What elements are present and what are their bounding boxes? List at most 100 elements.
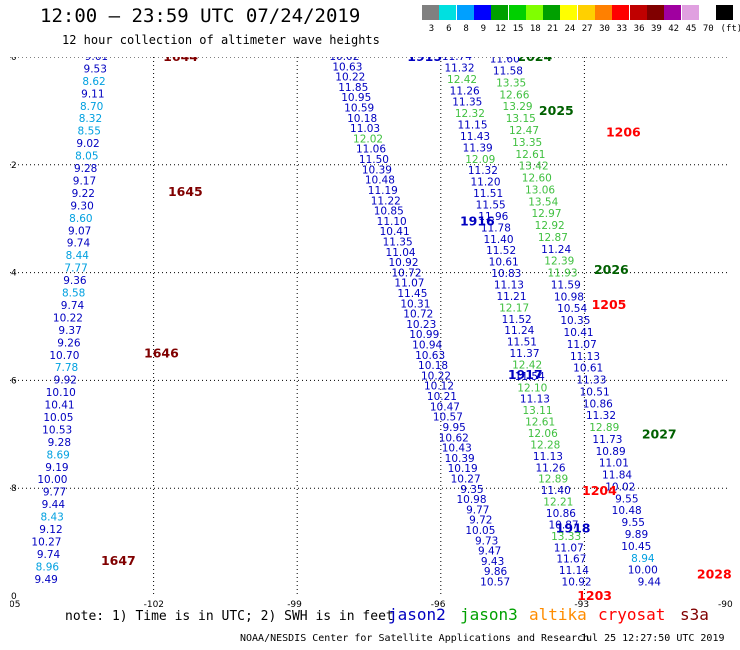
swh-value: 11.35 [452,97,482,109]
swh-value: 10.72 [391,267,421,279]
swh-value: 8.32 [79,113,102,125]
swh-value: 10.89 [596,446,626,458]
swh-value: 10.99 [409,329,439,341]
swh-value: 9.55 [622,517,645,529]
swh-value: 10.00 [37,474,67,486]
swh-value: 11.33 [576,375,606,387]
legend-swatch-label: 39 [650,24,662,34]
pass-time-label: 1644 [163,57,198,64]
lat-tick-label: -20 [10,592,17,602]
swh-value: 11.26 [536,462,566,474]
swh-value: 9.11 [81,88,104,100]
swh-value: 12.66 [499,89,529,101]
swh-value: 13.42 [519,161,549,173]
swh-value: 11.96 [478,211,508,223]
swh-value: 11.52 [486,245,516,257]
lon-tick-label: -96 [431,600,446,607]
legend-swatch [473,5,491,20]
swh-value: 9.02 [76,138,99,150]
swh-value: 12.32 [455,108,485,120]
swh-value: 9.86 [484,566,508,578]
swh-value: 12.42 [512,359,542,371]
swh-value: 8.94 [631,553,655,565]
swh-value: 13.15 [506,113,536,125]
swh-value: 11.10 [377,216,407,228]
pass-time-label: 1647 [101,553,136,568]
swh-value: 12.89 [589,422,619,434]
swh-value: 11.21 [496,291,526,303]
legend-swatch-label: 8 [463,24,469,34]
swh-value: 9.73 [475,535,498,547]
swh-value: 10.22 [335,72,365,84]
swh-value: 11.32 [444,62,474,74]
legend-swatch [612,5,630,20]
swh-value: 13.29 [503,101,533,113]
swh-value: 10.92 [562,577,592,589]
legend-swatch [577,5,595,20]
legend-unit: (ft) [720,24,740,34]
swh-value: 10.61 [489,257,519,269]
swh-value: 11.01 [599,458,629,470]
swh-value: 13.06 [525,184,555,196]
lat-tick-label: -18 [10,484,17,494]
swh-value: 9.07 [68,225,91,237]
swh-value: 11.19 [368,185,398,197]
swh-value: 11.13 [520,394,550,406]
legend-swatch [698,5,716,20]
legend-swatch [439,5,457,20]
swh-value: 8.05 [75,151,98,163]
swh-value: 7.77 [64,263,87,275]
swh-value: 10.31 [400,298,430,310]
swh-value: 11.07 [394,278,424,290]
legend-swatch-label: 36 [633,24,645,34]
swh-value: 11.22 [371,195,401,207]
swh-value: 11.37 [509,348,539,360]
swh-value: 10.41 [380,226,410,238]
swh-value: 10.63 [332,61,362,73]
swh-value: 9.44 [638,577,662,589]
swh-value: 10.02 [329,57,359,63]
swh-value: 11.93 [547,268,577,280]
lon-tick-label: -105 [10,600,20,607]
swh-value: 9.22 [72,188,95,200]
swh-value: 10.41 [564,327,594,339]
swh-value: 13.35 [512,137,542,149]
swh-value: 9.44 [42,499,66,511]
pass-time-label: 2024 [517,57,552,64]
swh-value: 9.72 [469,515,492,527]
lat-tick-label: -10 [10,57,17,63]
swh-value: 11.07 [567,339,597,351]
footer-credit: NOAA/NESDIS Center for Satellite Applica… [240,633,590,644]
swh-value: 11.74 [442,57,472,63]
swh-value: 13.11 [522,405,552,417]
swh-value: 9.77 [43,487,66,499]
lon-tick-label: -93 [574,600,589,607]
swh-value: 10.18 [347,113,377,125]
page-subtitle: 12 hour collection of altimeter wave hei… [62,33,380,47]
swh-value: 10.98 [554,291,584,303]
pass-time-label: 2028 [697,566,732,581]
swh-value: 11.78 [481,222,511,234]
page-title: 12:00 – 23:59 UTC 07/24/2019 [40,5,361,27]
legend-swatch [595,5,612,20]
pass-time-label: 2025 [539,103,574,118]
swh-value: 11.40 [541,485,571,497]
swh-value: 13.35 [496,77,526,89]
swh-value: 12.42 [447,74,477,86]
swh-value: 11.73 [592,434,622,446]
swh-value: 11.24 [504,325,534,337]
legend-swatch-label: 21 [547,24,559,34]
legend-swatch-label: 3 [428,24,435,34]
swh-value: 12.06 [528,428,558,440]
swh-value: 11.40 [483,234,513,246]
swh-value: 10.62 [439,432,469,444]
swh-value: 11.13 [533,451,563,463]
swh-value: 11.07 [554,542,584,554]
swh-value: 8.96 [36,561,60,573]
swh-value: 12.21 [543,497,573,509]
pass-time-label: 2027 [642,426,677,441]
swh-value: 7.78 [55,362,78,374]
swh-value: 12.28 [530,439,560,451]
swh-value: 13.54 [528,196,558,208]
